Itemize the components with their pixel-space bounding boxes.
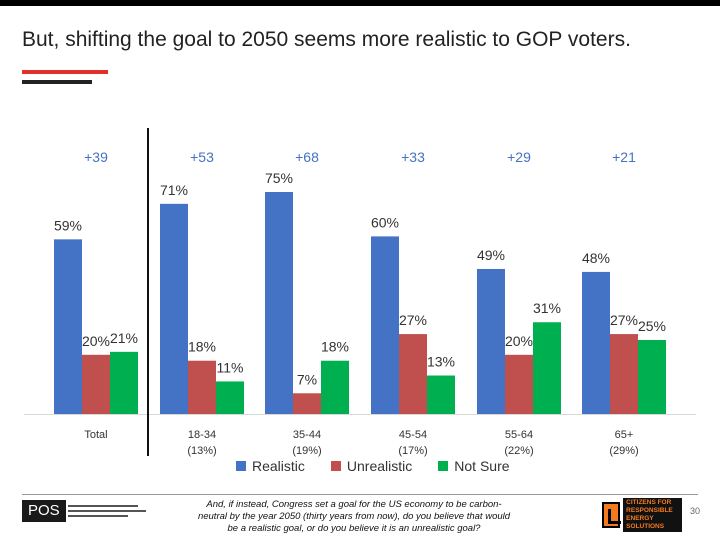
top-bar <box>0 0 720 6</box>
net-label-65: +21 <box>612 149 636 165</box>
bar-not-sure-total <box>110 351 138 414</box>
bar-unrealistic-45-54 <box>399 334 427 414</box>
x-tick-share-18-34: (13%) <box>187 445 216 457</box>
question-footnote: And, if instead, Congress set a goal for… <box>197 499 511 534</box>
x-tick-share-55-64: (22%) <box>504 445 533 457</box>
data-label-unrealistic-45-54: 27% <box>399 312 427 328</box>
x-tick-label-55-64: 55-64 <box>505 429 533 441</box>
bar-not-sure-18-34 <box>216 381 244 414</box>
net-label-45-54: +33 <box>401 149 425 165</box>
bar-realistic-18-34 <box>160 203 188 414</box>
net-label-total: +39 <box>84 149 108 165</box>
legend-swatch-not-sure <box>438 461 449 471</box>
data-label-unrealistic-total: 20% <box>82 333 110 349</box>
data-label-unrealistic-65: 27% <box>610 312 638 328</box>
slide-title: But, shifting the goal to 2050 seems mor… <box>22 28 631 51</box>
x-tick-label-35-44: 35-44 <box>293 429 321 441</box>
legend-item-realistic: Realistic <box>236 458 305 474</box>
legend-label-not-sure: Not Sure <box>454 458 510 474</box>
title-accent-black <box>22 80 92 84</box>
title-accent-red <box>22 70 108 74</box>
data-label-realistic-65: 48% <box>582 250 610 266</box>
data-label-unrealistic-55-64: 20% <box>505 333 533 349</box>
x-tick-share-45-54: (17%) <box>398 445 427 457</box>
bar-realistic-45-54 <box>371 236 399 414</box>
bar-realistic-total <box>54 239 82 414</box>
bar-unrealistic-35-44 <box>293 393 321 414</box>
cres-logo: CITIZENS FOR RESPONSIBLE ENERGY SOLUTION… <box>602 498 682 532</box>
page-number: 30 <box>690 506 701 516</box>
cres-logo-line-1: CITIZENS FOR <box>626 499 672 506</box>
net-label-18-34: +53 <box>190 149 214 165</box>
pos-logo-lines <box>67 501 146 521</box>
data-label-unrealistic-35-44: 7% <box>297 371 317 387</box>
bar-not-sure-55-64 <box>533 322 561 414</box>
data-label-realistic-45-54: 60% <box>371 214 399 230</box>
pos-logo-text: POS <box>22 500 66 522</box>
x-tick-share-35-44: (19%) <box>292 445 321 457</box>
legend-item-not-sure: Not Sure <box>438 458 510 474</box>
net-label-55-64: +29 <box>507 149 531 165</box>
bar-realistic-65 <box>582 271 610 414</box>
data-label-realistic-55-64: 49% <box>477 247 505 263</box>
cres-logo-mark <box>602 502 622 528</box>
data-label-not-sure-45-54: 13% <box>427 354 455 370</box>
bar-unrealistic-65 <box>610 334 638 414</box>
data-label-not-sure-18-34: 11% <box>217 359 244 375</box>
bar-not-sure-35-44 <box>321 360 349 414</box>
bar-realistic-35-44 <box>265 192 293 414</box>
pos-logo: POS <box>22 500 146 522</box>
data-label-not-sure-65: 25% <box>638 318 666 334</box>
bar-realistic-55-64 <box>477 268 505 414</box>
legend: Realistic Unrealistic Not Sure <box>236 458 510 474</box>
x-tick-label-18-34: 18-34 <box>188 429 216 441</box>
x-tick-label-total: Total <box>84 429 107 441</box>
x-tick-label-65: 65+ <box>615 429 634 441</box>
net-label-35-44: +68 <box>295 149 319 165</box>
legend-swatch-unrealistic <box>330 461 341 471</box>
data-label-realistic-35-44: 75% <box>265 170 293 186</box>
footer-divider <box>22 494 698 495</box>
bar-unrealistic-18-34 <box>188 360 216 414</box>
cres-logo-line-3: ENERGY SOLUTIONS <box>626 515 665 530</box>
data-label-realistic-18-34: 71% <box>160 182 188 198</box>
data-label-realistic-total: 59% <box>54 217 82 233</box>
cres-logo-line-2: RESPONSIBLE <box>626 507 673 514</box>
cres-logo-text: CITIZENS FOR RESPONSIBLE ENERGY SOLUTION… <box>623 498 682 532</box>
bar-not-sure-45-54 <box>427 375 455 414</box>
legend-swatch-realistic <box>236 461 246 471</box>
bar-unrealistic-55-64 <box>505 354 533 414</box>
bar-unrealistic-total <box>82 354 110 414</box>
x-tick-share-65: (29%) <box>609 445 638 457</box>
legend-item-unrealistic: Unrealistic <box>330 458 413 474</box>
x-tick-label-45-54: 45-54 <box>399 429 427 441</box>
data-label-not-sure-total: 21% <box>110 330 138 346</box>
data-label-not-sure-55-64: 31% <box>533 300 561 316</box>
bar-not-sure-65 <box>638 340 666 414</box>
data-label-not-sure-35-44: 18% <box>321 339 349 355</box>
legend-label-unrealistic: Unrealistic <box>346 458 413 474</box>
legend-label-realistic: Realistic <box>252 458 305 474</box>
data-label-unrealistic-18-34: 18% <box>188 339 216 355</box>
